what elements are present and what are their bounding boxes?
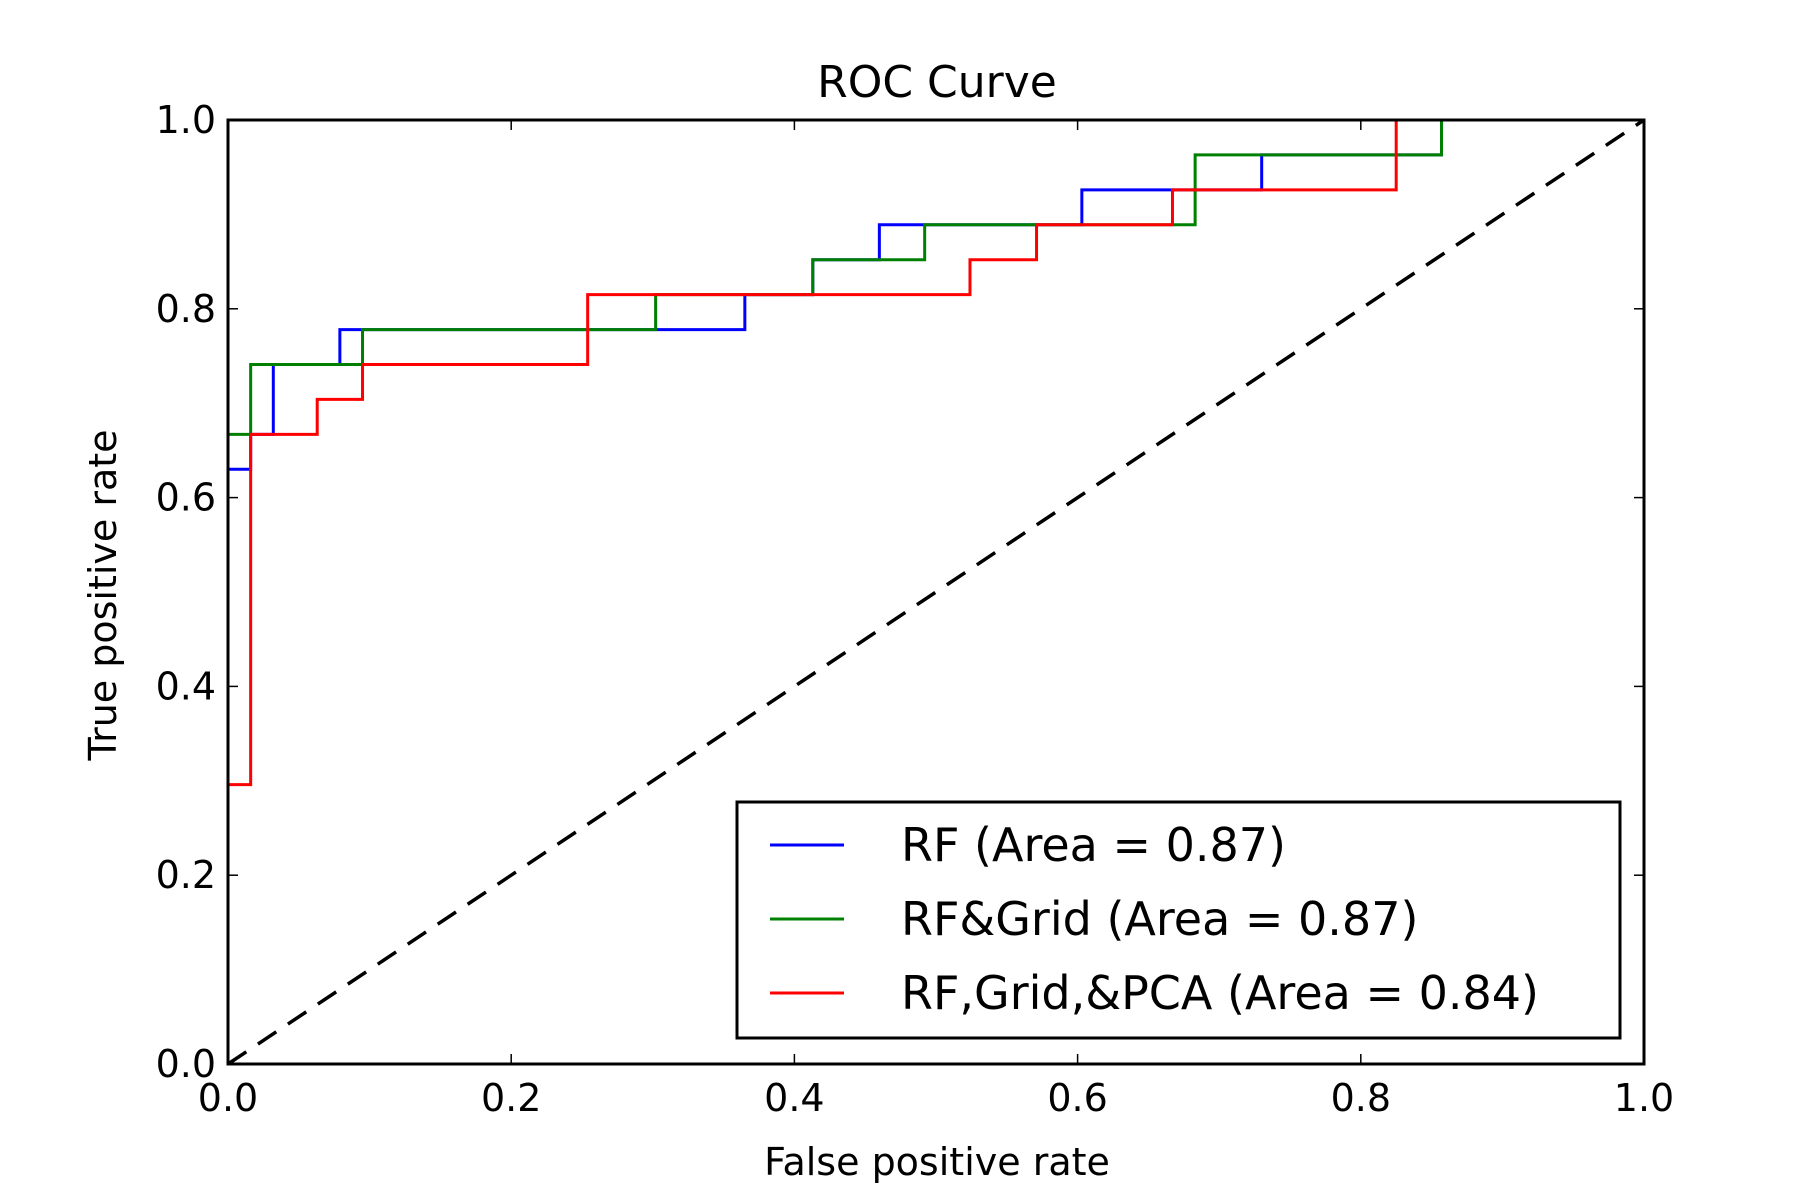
y-tick-label: 0.0 [156, 1042, 216, 1086]
x-axis-label: False positive rate [764, 1140, 1110, 1184]
plot-area: 0.0 0.2 0.4 0.6 0.8 1.0 0.0 0.2 0.4 0.6 0.8 1.0 [156, 98, 1675, 1120]
y-tick-label: 0.6 [156, 476, 216, 520]
x-tick-label: 0.0 [198, 1076, 258, 1120]
x-tick-label: 0.2 [481, 1076, 541, 1120]
x-tick-label: 0.6 [1047, 1076, 1107, 1120]
series-line-2 [228, 120, 1644, 1064]
legend-box [735, 800, 1622, 1040]
y-tick-label: 0.8 [156, 287, 216, 331]
legend-label-2: RF,Grid,&PCA (Area = 0.84) [901, 966, 1539, 1020]
legend-label-0: RF (Area = 0.87) [901, 818, 1286, 872]
y-tick-label: 0.4 [156, 664, 216, 708]
legend: RF (Area = 0.87) RF&Grid (Area = 0.87) RF,… [735, 800, 1622, 1040]
x-tick-label: 0.4 [764, 1076, 824, 1120]
x-tick-label: 0.8 [1331, 1076, 1391, 1120]
legend-label-1: RF&Grid (Area = 0.87) [901, 892, 1418, 946]
chart-title: ROC Curve [817, 57, 1057, 108]
axes-frame [226, 118, 1646, 1066]
chance-diagonal-line [227, 118, 1645, 1066]
y-axis-label: True positive rate [81, 429, 125, 761]
y-tick-label: 0.2 [156, 853, 216, 897]
y-tick-label: 1.0 [156, 98, 216, 142]
x-tick-label: 1.0 [1614, 1076, 1674, 1120]
